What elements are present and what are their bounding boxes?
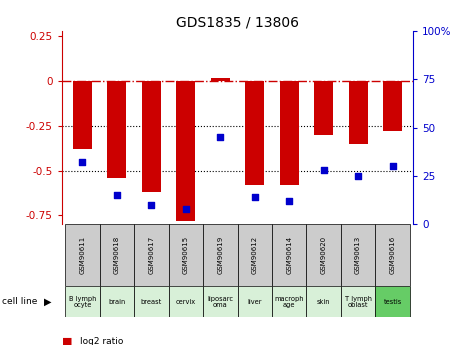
FancyBboxPatch shape bbox=[134, 224, 169, 286]
FancyBboxPatch shape bbox=[238, 224, 272, 286]
Bar bbox=[211, 78, 230, 81]
FancyBboxPatch shape bbox=[375, 286, 410, 317]
Text: brain: brain bbox=[108, 299, 125, 305]
FancyBboxPatch shape bbox=[169, 224, 203, 286]
FancyBboxPatch shape bbox=[306, 286, 341, 317]
Text: GSM90614: GSM90614 bbox=[286, 236, 292, 274]
Text: cervix: cervix bbox=[176, 299, 196, 305]
FancyBboxPatch shape bbox=[341, 286, 375, 317]
Text: GSM90620: GSM90620 bbox=[321, 236, 327, 274]
FancyBboxPatch shape bbox=[272, 286, 306, 317]
Bar bbox=[245, 81, 264, 185]
Title: GDS1835 / 13806: GDS1835 / 13806 bbox=[176, 16, 299, 30]
Bar bbox=[73, 81, 92, 149]
Bar bbox=[142, 81, 161, 192]
FancyBboxPatch shape bbox=[134, 286, 169, 317]
Bar bbox=[314, 81, 333, 135]
Bar bbox=[280, 81, 299, 185]
Text: cell line: cell line bbox=[2, 297, 38, 306]
Point bbox=[389, 164, 396, 169]
Point bbox=[354, 173, 362, 179]
Text: GSM90612: GSM90612 bbox=[252, 236, 258, 274]
Text: log2 ratio: log2 ratio bbox=[80, 337, 123, 345]
Point bbox=[148, 202, 155, 208]
FancyBboxPatch shape bbox=[65, 286, 100, 317]
Text: T lymph
oblast: T lymph oblast bbox=[345, 296, 371, 308]
Bar bbox=[383, 81, 402, 131]
Point bbox=[217, 135, 224, 140]
Text: skin: skin bbox=[317, 299, 331, 305]
Text: testis: testis bbox=[383, 299, 402, 305]
FancyBboxPatch shape bbox=[272, 224, 306, 286]
Text: breast: breast bbox=[141, 299, 162, 305]
Text: GSM90617: GSM90617 bbox=[148, 236, 154, 274]
Text: GSM90613: GSM90613 bbox=[355, 236, 361, 274]
FancyBboxPatch shape bbox=[203, 286, 238, 317]
FancyBboxPatch shape bbox=[306, 224, 341, 286]
Bar bbox=[349, 81, 368, 144]
Bar bbox=[107, 81, 126, 178]
FancyBboxPatch shape bbox=[375, 224, 410, 286]
Text: liposarc
oma: liposarc oma bbox=[207, 296, 233, 308]
Text: ▶: ▶ bbox=[44, 297, 51, 307]
Point bbox=[182, 206, 190, 211]
FancyBboxPatch shape bbox=[100, 224, 134, 286]
Text: B lymph
ocyte: B lymph ocyte bbox=[69, 296, 96, 308]
Text: ■: ■ bbox=[62, 337, 72, 345]
Text: GSM90618: GSM90618 bbox=[114, 236, 120, 274]
Text: GSM90616: GSM90616 bbox=[390, 236, 396, 274]
Text: macroph
age: macroph age bbox=[275, 296, 304, 308]
Point bbox=[251, 195, 258, 200]
Point bbox=[285, 198, 293, 204]
Text: GSM90619: GSM90619 bbox=[217, 236, 223, 274]
Text: liver: liver bbox=[247, 299, 262, 305]
FancyBboxPatch shape bbox=[65, 224, 100, 286]
Bar bbox=[176, 81, 195, 221]
FancyBboxPatch shape bbox=[169, 286, 203, 317]
Point bbox=[320, 167, 327, 173]
FancyBboxPatch shape bbox=[238, 286, 272, 317]
Text: GSM90615: GSM90615 bbox=[183, 236, 189, 274]
FancyBboxPatch shape bbox=[341, 224, 375, 286]
FancyBboxPatch shape bbox=[203, 224, 238, 286]
Text: GSM90611: GSM90611 bbox=[79, 236, 86, 274]
FancyBboxPatch shape bbox=[100, 286, 134, 317]
Point bbox=[79, 160, 86, 165]
Point bbox=[113, 193, 121, 198]
